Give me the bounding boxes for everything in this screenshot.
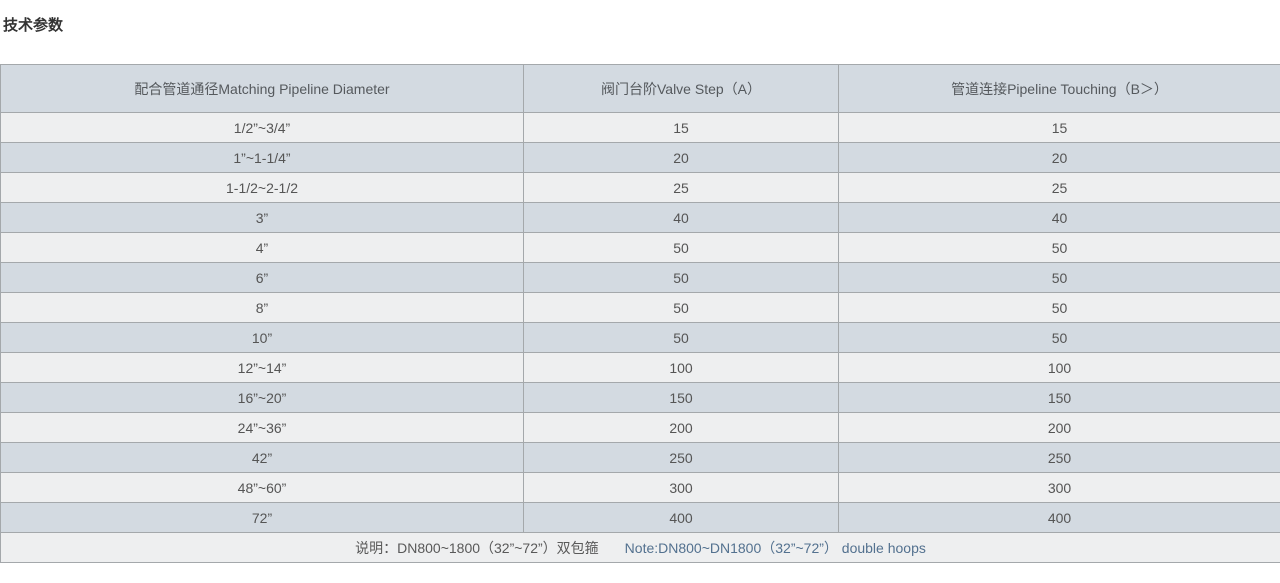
- table-row: 8” 50 50: [0, 292, 1280, 323]
- table-row: 1”~1-1/4” 20 20: [0, 142, 1280, 173]
- footer-note-cell: 说明：DN800~1800（32”~72”）双包箍 Note:DN800~DN18…: [0, 532, 1280, 563]
- cell-valve-step: 150: [523, 382, 839, 413]
- cell-valve-step: 400: [523, 502, 839, 533]
- header-row: 配合管道通径Matching Pipeline Diameter 阀门台阶Val…: [0, 64, 1280, 113]
- table-row: 6” 50 50: [0, 262, 1280, 293]
- cell-pipeline-touching: 100: [838, 352, 1280, 383]
- cell-diameter: 42”: [0, 442, 524, 473]
- cell-diameter: 1-1/2~2-1/2: [0, 172, 524, 203]
- cell-pipeline-touching: 250: [838, 442, 1280, 473]
- cell-pipeline-touching: 300: [838, 472, 1280, 503]
- cell-pipeline-touching: 50: [838, 322, 1280, 353]
- table-footer: 说明：DN800~1800（32”~72”）双包箍 Note:DN800~DN18…: [0, 532, 1280, 563]
- cell-valve-step: 40: [523, 202, 839, 233]
- table-row: 42” 250 250: [0, 442, 1280, 473]
- cell-valve-step: 25: [523, 172, 839, 203]
- cell-pipeline-touching: 25: [838, 172, 1280, 203]
- table-row: 3” 40 40: [0, 202, 1280, 233]
- cell-diameter: 12”~14”: [0, 352, 524, 383]
- footer-note-cn: 说明：DN800~1800（32”~72”）双包箍: [355, 539, 599, 556]
- cell-diameter: 24”~36”: [0, 412, 524, 443]
- table-row: 10” 50 50: [0, 322, 1280, 353]
- footer-note-en: Note:DN800~DN1800（32”~72”） double hoops: [624, 539, 926, 556]
- table-row: 72” 400 400: [0, 502, 1280, 533]
- column-header-pipeline-touching: 管道连接Pipeline Touching（B＞）: [838, 64, 1280, 113]
- cell-valve-step: 300: [523, 472, 839, 503]
- page-title: 技术参数: [3, 17, 64, 34]
- cell-pipeline-touching: 50: [838, 292, 1280, 323]
- cell-diameter: 8”: [0, 292, 524, 323]
- table-row: 16”~20” 150 150: [0, 382, 1280, 413]
- cell-pipeline-touching: 150: [838, 382, 1280, 413]
- cell-diameter: 16”~20”: [0, 382, 524, 413]
- cell-diameter: 1/2”~3/4”: [0, 112, 524, 143]
- table-row: 4” 50 50: [0, 232, 1280, 263]
- cell-pipeline-touching: 50: [838, 262, 1280, 293]
- cell-diameter: 10”: [0, 322, 524, 353]
- column-header-valve-step: 阀门台阶Valve Step（A）: [523, 64, 839, 113]
- cell-valve-step: 50: [523, 232, 839, 263]
- table-row: 24”~36” 200 200: [0, 412, 1280, 443]
- cell-diameter: 4”: [0, 232, 524, 263]
- column-header-diameter: 配合管道通径Matching Pipeline Diameter: [0, 64, 524, 113]
- cell-valve-step: 20: [523, 142, 839, 173]
- cell-diameter: 1”~1-1/4”: [0, 142, 524, 173]
- cell-diameter: 48”~60”: [0, 472, 524, 503]
- cell-diameter: 6”: [0, 262, 524, 293]
- cell-pipeline-touching: 20: [838, 142, 1280, 173]
- table-body: 1/2”~3/4” 15 15 1”~1-1/4” 20 20 1-1/2~2-…: [0, 112, 1280, 533]
- cell-valve-step: 50: [523, 262, 839, 293]
- table-row: 48”~60” 300 300: [0, 472, 1280, 503]
- table-row: 1/2”~3/4” 15 15: [0, 112, 1280, 143]
- cell-valve-step: 50: [523, 322, 839, 353]
- cell-pipeline-touching: 200: [838, 412, 1280, 443]
- cell-diameter: 72”: [0, 502, 524, 533]
- cell-diameter: 3”: [0, 202, 524, 233]
- cell-valve-step: 200: [523, 412, 839, 443]
- cell-pipeline-touching: 40: [838, 202, 1280, 233]
- parameters-table: 配合管道通径Matching Pipeline Diameter 阀门台阶Val…: [0, 64, 1280, 563]
- table-row: 12”~14” 100 100: [0, 352, 1280, 383]
- cell-valve-step: 250: [523, 442, 839, 473]
- cell-valve-step: 50: [523, 292, 839, 323]
- cell-valve-step: 100: [523, 352, 839, 383]
- cell-pipeline-touching: 15: [838, 112, 1280, 143]
- cell-pipeline-touching: 50: [838, 232, 1280, 263]
- table-header: 配合管道通径Matching Pipeline Diameter 阀门台阶Val…: [0, 64, 1280, 113]
- footer-row: 说明：DN800~1800（32”~72”）双包箍 Note:DN800~DN18…: [0, 532, 1280, 563]
- cell-pipeline-touching: 400: [838, 502, 1280, 533]
- table-row: 1-1/2~2-1/2 25 25: [0, 172, 1280, 203]
- cell-valve-step: 15: [523, 112, 839, 143]
